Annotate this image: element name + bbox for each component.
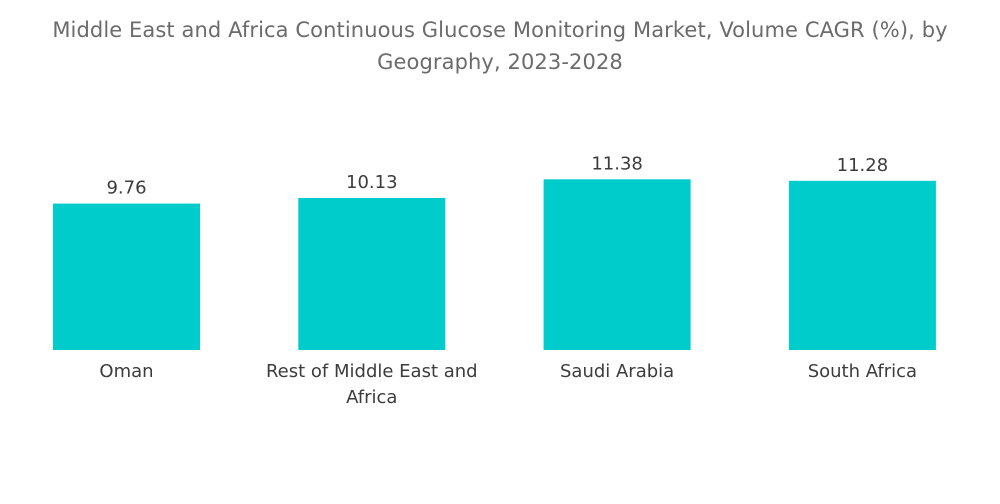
- category-label: Oman: [99, 361, 153, 382]
- value-labels-group: 9.76 10.13 11.38 11.28: [106, 153, 888, 198]
- bar-saudi-arabia: [543, 179, 691, 350]
- bar-rest-of-middle-east-and-africa: [298, 198, 446, 350]
- category-labels-group: Oman Rest of Middle East and Africa Saudi A…: [99, 361, 917, 408]
- category-label: Rest of Middle East and: [266, 361, 478, 382]
- category-label: South Africa: [808, 361, 917, 382]
- chart-title-line-1: Middle East and Africa Continuous Glucos…: [52, 18, 948, 42]
- category-label: Saudi Arabia: [560, 361, 674, 382]
- bar-oman: [53, 203, 200, 350]
- chart-title-line-2: Geography, 2023-2028: [377, 50, 623, 74]
- bar-south-africa: [788, 180, 936, 350]
- category-label: Africa: [346, 387, 397, 408]
- value-label: 10.13: [346, 172, 398, 193]
- value-label: 9.76: [106, 178, 146, 199]
- chart-title: Middle East and Africa Continuous Glucos…: [0, 14, 1000, 78]
- bars-group: [53, 179, 936, 350]
- value-label: 11.28: [837, 155, 889, 176]
- value-label: 11.38: [591, 153, 643, 174]
